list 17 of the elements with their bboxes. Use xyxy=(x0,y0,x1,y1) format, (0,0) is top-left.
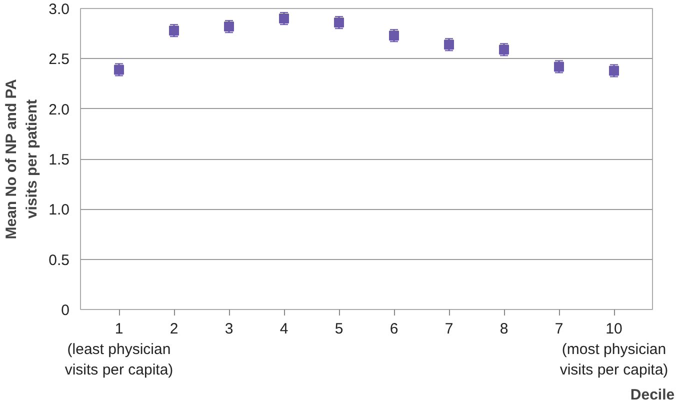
x-tick-label: 6 xyxy=(390,320,398,338)
x-tick-label: 3 xyxy=(224,320,234,338)
y-tick-label: 0 xyxy=(61,302,70,319)
y-tick-label: 0.5 xyxy=(48,252,70,269)
x-tick-label: 8 xyxy=(500,320,508,338)
y-tick-label: 2.5 xyxy=(48,51,70,68)
x-tick-label: 7 xyxy=(444,320,454,338)
point xyxy=(389,30,399,41)
y-tick-label: 3.0 xyxy=(48,1,70,18)
y-tick-label: 1.0 xyxy=(48,202,70,219)
y-axis-title: Mean No of NP and PA visits per patient xyxy=(3,78,41,240)
x-axis-title: Decile xyxy=(630,386,675,404)
x-tick-label: 5 xyxy=(334,320,344,338)
point xyxy=(444,40,454,50)
y-tick-label: 1.5 xyxy=(48,152,70,168)
x-tick-label: 4 xyxy=(280,320,288,338)
y-tick-label: 2.0 xyxy=(48,101,70,118)
